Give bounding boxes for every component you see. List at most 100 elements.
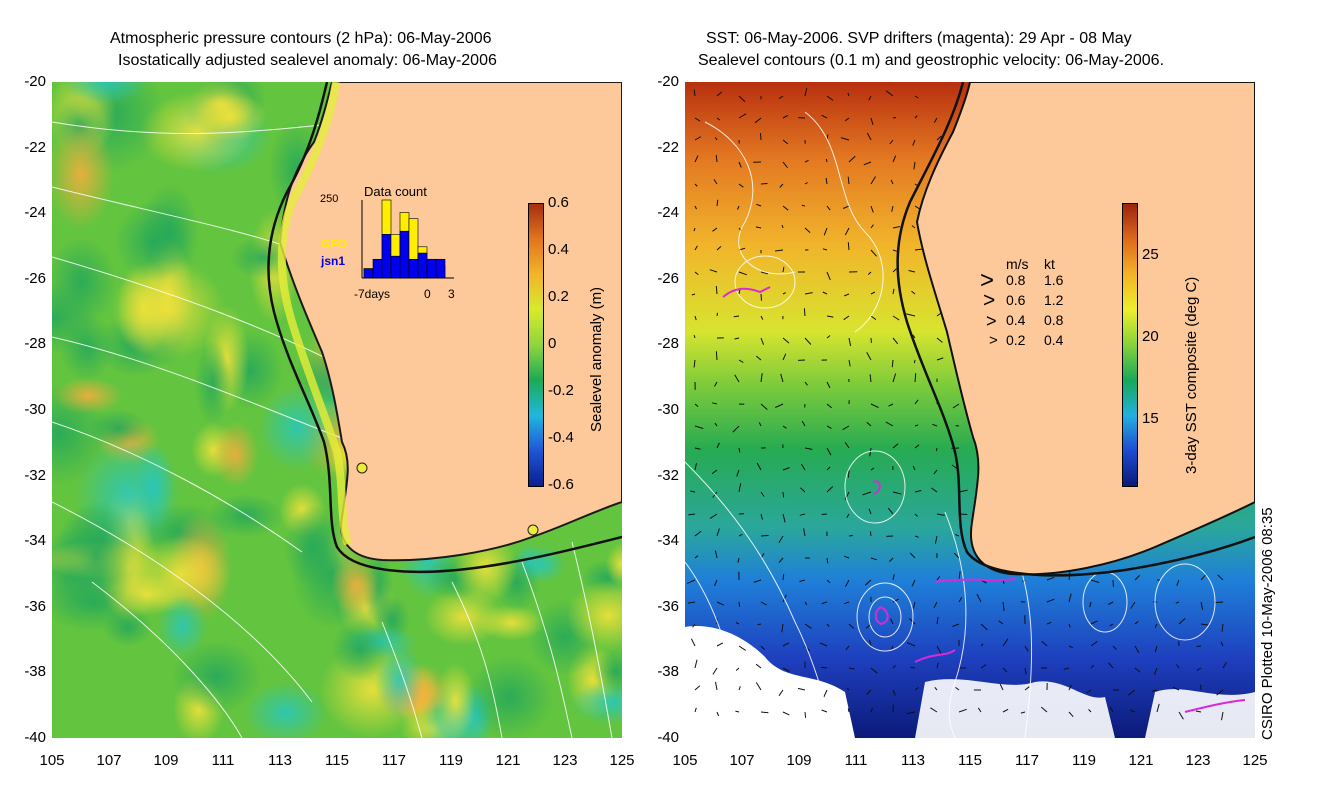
sst-colorbar (1122, 203, 1138, 487)
velocity-arrow (803, 528, 806, 537)
velocity-arrow (932, 423, 938, 427)
velocity-arrow (694, 447, 701, 450)
velocity-arrow (892, 249, 897, 252)
velocity-arrow (1176, 664, 1180, 669)
velocity-arrow (912, 465, 916, 471)
velocity-arrow (930, 707, 938, 713)
velocity-arrow (737, 205, 740, 210)
inset-legend-jsn1: jsn1 (321, 254, 346, 268)
velocity-arrow (936, 662, 939, 669)
velocity-arrow (1088, 708, 1092, 713)
lon-tick-label: 125 (609, 752, 635, 769)
velocity-arrow (864, 579, 872, 586)
velocity-arrow (709, 513, 718, 519)
velocity-arrow (803, 308, 806, 317)
velocity-arrow (892, 268, 897, 273)
velocity-arrow (738, 113, 747, 119)
velocity-arrow (953, 552, 960, 559)
velocity-arrow (934, 535, 938, 544)
velocity-arrow (1200, 623, 1210, 626)
velocity-arrow (738, 447, 741, 453)
velocity-arrow (821, 601, 828, 605)
anomaly-field (52, 82, 622, 738)
velocity-arrow (1089, 601, 1092, 608)
velocity-arrow (844, 117, 850, 122)
velocity-arrow (754, 117, 762, 124)
velocity-arrow (782, 161, 788, 169)
velocity-arrow (914, 424, 919, 427)
velocity-arrow (716, 711, 720, 717)
velocity-arrow (914, 248, 923, 251)
velocity-arrow (1172, 686, 1180, 691)
lon-tick-label: 119 (439, 752, 463, 769)
velocity-arrow (848, 337, 852, 347)
velocity-legend-arrow: > (989, 332, 998, 349)
colorbar-tick-label: 0 (548, 335, 557, 352)
velocity-arrow (936, 337, 943, 343)
lat-tick-label: -30 (24, 401, 46, 418)
velocity-arrow (912, 139, 916, 146)
velocity-arrow (844, 227, 850, 236)
velocity-arrow (778, 535, 784, 544)
lon-tick-label: 121 (495, 752, 521, 769)
velocity-arrow (693, 89, 696, 97)
velocity-arrow (890, 618, 894, 625)
velocity-arrow (799, 579, 806, 582)
velocity-arrow (1195, 710, 1202, 713)
velocity-arrow (691, 293, 696, 296)
velocity-arrow (738, 161, 742, 168)
inset-xlabel-left: -7days (354, 287, 391, 301)
velocity-arrow (912, 334, 916, 339)
velocity-arrow (716, 199, 719, 207)
colorbar-tick-label: 15 (1142, 410, 1159, 427)
anomaly-patch (59, 314, 114, 382)
sst-colorbar-label: 3-day SST composite (deg C) (1183, 276, 1200, 474)
velocity-arrow (933, 117, 938, 123)
velocity-arrow (870, 315, 877, 321)
velocity-arrow (801, 420, 806, 427)
velocity-arrow (782, 642, 790, 647)
colorbar-tick-label: -0.2 (548, 382, 574, 399)
lon-tick-label: 121 (1128, 752, 1154, 769)
velocity-arrow (692, 623, 696, 628)
lat-tick-label: -40 (657, 729, 679, 746)
velocity-arrow (1221, 711, 1224, 721)
velocity-arrow (782, 594, 787, 603)
velocity-arrow (778, 95, 784, 100)
shelf-edge (267, 82, 622, 574)
anomaly-patch (133, 442, 175, 529)
velocity-arrow (952, 623, 960, 627)
velocity-legend-kt: 0.4 (1044, 332, 1064, 348)
velocity-arrow (870, 667, 878, 674)
velocity-arrow (936, 357, 944, 361)
velocity-arrow (889, 557, 894, 562)
velocity-arrow (848, 623, 855, 629)
lat-tick-label: -30 (657, 401, 679, 418)
velocity-arrow (760, 373, 763, 383)
velocity-arrow (840, 137, 850, 141)
velocity-arrow (760, 711, 769, 714)
velocity-arrow (955, 534, 960, 537)
anomaly-patch (193, 92, 267, 141)
velocity-arrow (804, 337, 812, 345)
velocity-arrow (933, 469, 938, 475)
velocity-arrow (870, 291, 876, 295)
velocity-arrow (845, 579, 850, 587)
velocity-arrow (760, 645, 766, 651)
velocity-arrow (1130, 601, 1136, 609)
lon-tick-label: 113 (901, 752, 925, 769)
velocity-arrow (1024, 645, 1029, 652)
lat-tick-label: -26 (657, 269, 679, 287)
inset-ymax: 250 (320, 193, 339, 205)
velocity-arrow (1200, 601, 1204, 610)
velocity-arrow (755, 663, 762, 669)
drifter-tracks (722, 286, 1246, 713)
anomaly-patch (157, 594, 208, 659)
velocity-legend-arrow: > (986, 311, 997, 331)
velocity-arrow (1002, 708, 1009, 713)
velocity-arrow (1134, 667, 1141, 673)
velocity-arrow (935, 447, 938, 452)
velocity-arrow (804, 711, 807, 718)
velocity-arrow (822, 248, 828, 251)
velocity-legend-arrow: > (980, 267, 995, 294)
